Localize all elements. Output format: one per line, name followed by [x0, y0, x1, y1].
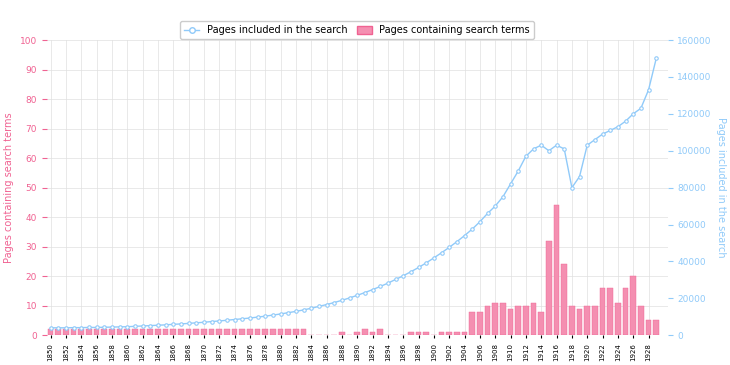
Bar [354, 332, 360, 335]
Bar [239, 329, 245, 335]
Bar [599, 288, 605, 335]
Bar [224, 329, 230, 335]
Bar [592, 306, 598, 335]
Bar [469, 312, 475, 335]
Bar [139, 329, 145, 335]
Bar [163, 329, 169, 335]
Bar [124, 329, 130, 335]
Bar [193, 329, 199, 335]
Bar [561, 264, 567, 335]
Bar [569, 306, 575, 335]
Bar [201, 329, 207, 335]
Bar [209, 329, 215, 335]
Bar [301, 329, 307, 335]
Bar [117, 329, 123, 335]
Bar [255, 329, 261, 335]
Bar [101, 329, 107, 335]
Bar [63, 329, 69, 335]
Bar [362, 329, 368, 335]
Y-axis label: Pages included in the search: Pages included in the search [716, 117, 726, 258]
Bar [461, 332, 467, 335]
Bar [109, 329, 115, 335]
Bar [645, 320, 651, 335]
Bar [523, 306, 529, 335]
Bar [369, 332, 375, 335]
Bar [630, 276, 636, 335]
Bar [132, 329, 138, 335]
Bar [47, 329, 53, 335]
Bar [86, 329, 92, 335]
Bar [638, 306, 644, 335]
Bar [147, 329, 153, 335]
Bar [377, 329, 383, 335]
Bar [607, 288, 613, 335]
Bar [155, 329, 161, 335]
Bar [270, 329, 276, 335]
Bar [500, 303, 506, 335]
Bar [446, 332, 452, 335]
Bar [653, 320, 659, 335]
Bar [515, 306, 521, 335]
Bar [485, 306, 491, 335]
Bar [170, 329, 176, 335]
Bar [293, 329, 299, 335]
Bar [231, 329, 237, 335]
Bar [454, 332, 460, 335]
Bar [216, 329, 222, 335]
Bar [477, 312, 483, 335]
Y-axis label: Pages containing search terms: Pages containing search terms [4, 112, 14, 263]
Bar [93, 329, 99, 335]
Bar [492, 303, 498, 335]
Bar [623, 288, 629, 335]
Bar [507, 309, 513, 335]
Bar [415, 332, 421, 335]
Bar [546, 241, 552, 335]
Bar [439, 332, 445, 335]
Bar [538, 312, 544, 335]
Bar [339, 332, 345, 335]
Bar [55, 329, 61, 335]
Bar [178, 329, 184, 335]
Legend: Pages included in the search, Pages containing search terms: Pages included in the search, Pages cont… [180, 21, 534, 39]
Bar [408, 332, 414, 335]
Bar [577, 309, 583, 335]
Bar [78, 329, 84, 335]
Bar [531, 303, 537, 335]
Bar [71, 329, 77, 335]
Bar [584, 306, 590, 335]
Bar [423, 332, 429, 335]
Bar [262, 329, 268, 335]
Bar [277, 329, 283, 335]
Bar [553, 205, 559, 335]
Bar [247, 329, 253, 335]
Bar [185, 329, 191, 335]
Bar [615, 303, 620, 335]
Bar [285, 329, 291, 335]
